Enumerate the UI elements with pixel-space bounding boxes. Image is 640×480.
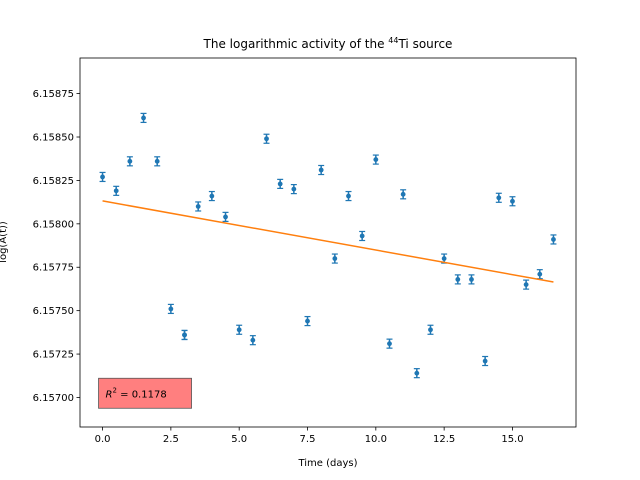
x-tick-label: 12.5: [433, 434, 455, 445]
data-point: [182, 332, 187, 338]
data-point: [537, 271, 543, 277]
x-tick-label: 15.0: [501, 434, 523, 445]
data-point: [510, 198, 515, 204]
data-point: [113, 188, 119, 194]
data-point: [455, 277, 461, 282]
y-tick-label: 6.15800: [33, 219, 74, 230]
data-point: [168, 306, 174, 312]
x-tick-label: 7.5: [300, 434, 316, 445]
data-point: [250, 337, 256, 343]
data-point: [332, 256, 338, 261]
y-tick-label: 6.15825: [33, 176, 74, 187]
data-point: [373, 157, 379, 162]
data-point: [236, 327, 242, 333]
y-tick-label: 6.15700: [33, 393, 74, 404]
y-tick-label: 6.15750: [33, 306, 74, 317]
data-point: [127, 158, 133, 164]
data-point: [141, 115, 146, 121]
chart-title-superscript: 44: [388, 36, 398, 45]
y-tick-label: 6.15775: [33, 263, 74, 274]
data-point: [400, 191, 406, 197]
data-point: [346, 193, 351, 199]
r-squared-box: [98, 377, 192, 409]
y-tick-label: 6.15850: [33, 133, 74, 144]
x-tick-label: 10.0: [365, 434, 387, 445]
data-point: [387, 341, 392, 347]
chart-title: The logarithmic activity of the 44Ti sou…: [203, 36, 453, 51]
y-tick-label: 6.15725: [33, 350, 74, 361]
y-axis-label: log(A(t)): [0, 221, 9, 263]
data-point: [223, 214, 228, 220]
data-point: [469, 277, 474, 282]
data-point: [482, 358, 488, 364]
x-tick-label: 5.0: [231, 434, 247, 445]
data-point: [100, 174, 105, 180]
data-point: [496, 195, 502, 201]
data-point: [305, 318, 310, 324]
data-point: [195, 204, 201, 209]
data-point: [277, 181, 283, 187]
axes-frame: [79, 57, 577, 428]
fit-line: [102, 200, 554, 283]
data-point: [428, 327, 433, 333]
data-point: [551, 237, 556, 242]
x-axis-label: Time (days): [297, 458, 357, 469]
data-point: [264, 136, 269, 142]
y-tick-label: 6.15875: [33, 89, 74, 100]
plot-area: 0.0 2.5 5.0 7.5 10.0 12.5 15.0 6.15700 6.15725 6.…: [33, 57, 577, 445]
data-point: [441, 256, 447, 261]
data-point: [154, 158, 160, 164]
data-point: [414, 370, 420, 376]
data-point: [291, 186, 297, 192]
x-tick-label: 0.0: [95, 434, 111, 445]
r-squared-label: R2 = 0.1178: [106, 386, 167, 400]
data-point: [523, 282, 529, 288]
x-tick-label: 2.5: [163, 434, 179, 445]
data-point: [318, 167, 324, 173]
chart-title-main: The logarithmic activity of the: [203, 37, 389, 51]
data-point: [209, 193, 215, 199]
data-point: [359, 233, 365, 239]
chart-title-suffix: Ti source: [397, 37, 452, 51]
